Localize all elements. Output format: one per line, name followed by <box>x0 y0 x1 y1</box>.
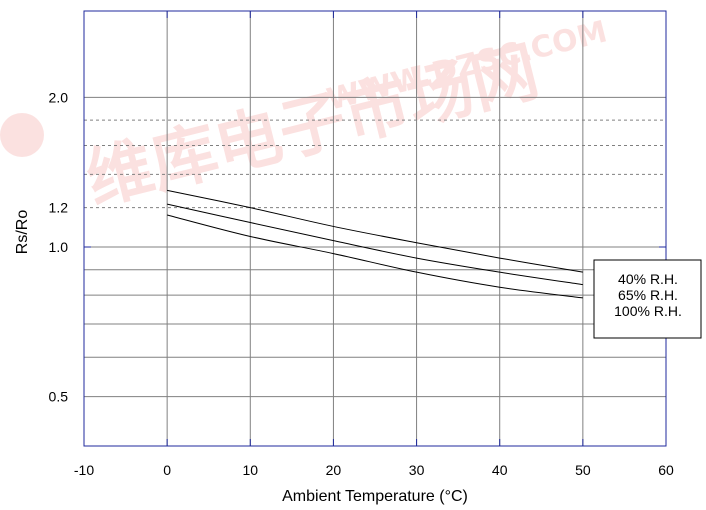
grid <box>84 11 666 446</box>
frame-ticks <box>83 11 667 446</box>
x-axis-title: Ambient Temperature (°C) <box>282 488 468 505</box>
legend-item: 100% R.H. <box>614 303 682 319</box>
y-tick-label: 1.0 <box>49 239 69 255</box>
series-line-2 <box>167 203 583 286</box>
series-line-3 <box>167 214 583 299</box>
x-tick-label: -10 <box>74 462 94 478</box>
x-tick-label: 30 <box>409 462 425 478</box>
x-tick-label: 50 <box>575 462 591 478</box>
x-tick-label: 40 <box>492 462 508 478</box>
x-tick-label: 20 <box>326 462 342 478</box>
y-axis-title: Rs/Ro <box>14 210 31 255</box>
legend-item: 65% R.H. <box>618 287 678 303</box>
y-tick-label: 1.2 <box>49 200 69 216</box>
plot-frame <box>83 10 667 447</box>
watermark: 维库电子市场网 WWW.DZSC.COM <box>0 14 611 219</box>
x-tick-labels: -10 0 10 20 30 40 50 60 <box>74 462 674 478</box>
y-tick-label: 2.0 <box>49 89 69 105</box>
watermark-logo-icon <box>0 113 44 157</box>
y-tick-label: 0.5 <box>49 389 69 405</box>
series-group <box>167 189 583 299</box>
x-tick-label: 60 <box>658 462 674 478</box>
x-tick-label: 0 <box>163 462 171 478</box>
legend: 40% R.H.65% R.H.100% R.H. <box>593 259 702 339</box>
y-tick-labels: 2.0 1.2 1.0 0.5 <box>49 89 69 404</box>
series-line-1 <box>167 189 583 273</box>
legend-box <box>593 259 702 339</box>
x-tick-label: 10 <box>242 462 258 478</box>
legend-item: 40% R.H. <box>618 271 678 287</box>
